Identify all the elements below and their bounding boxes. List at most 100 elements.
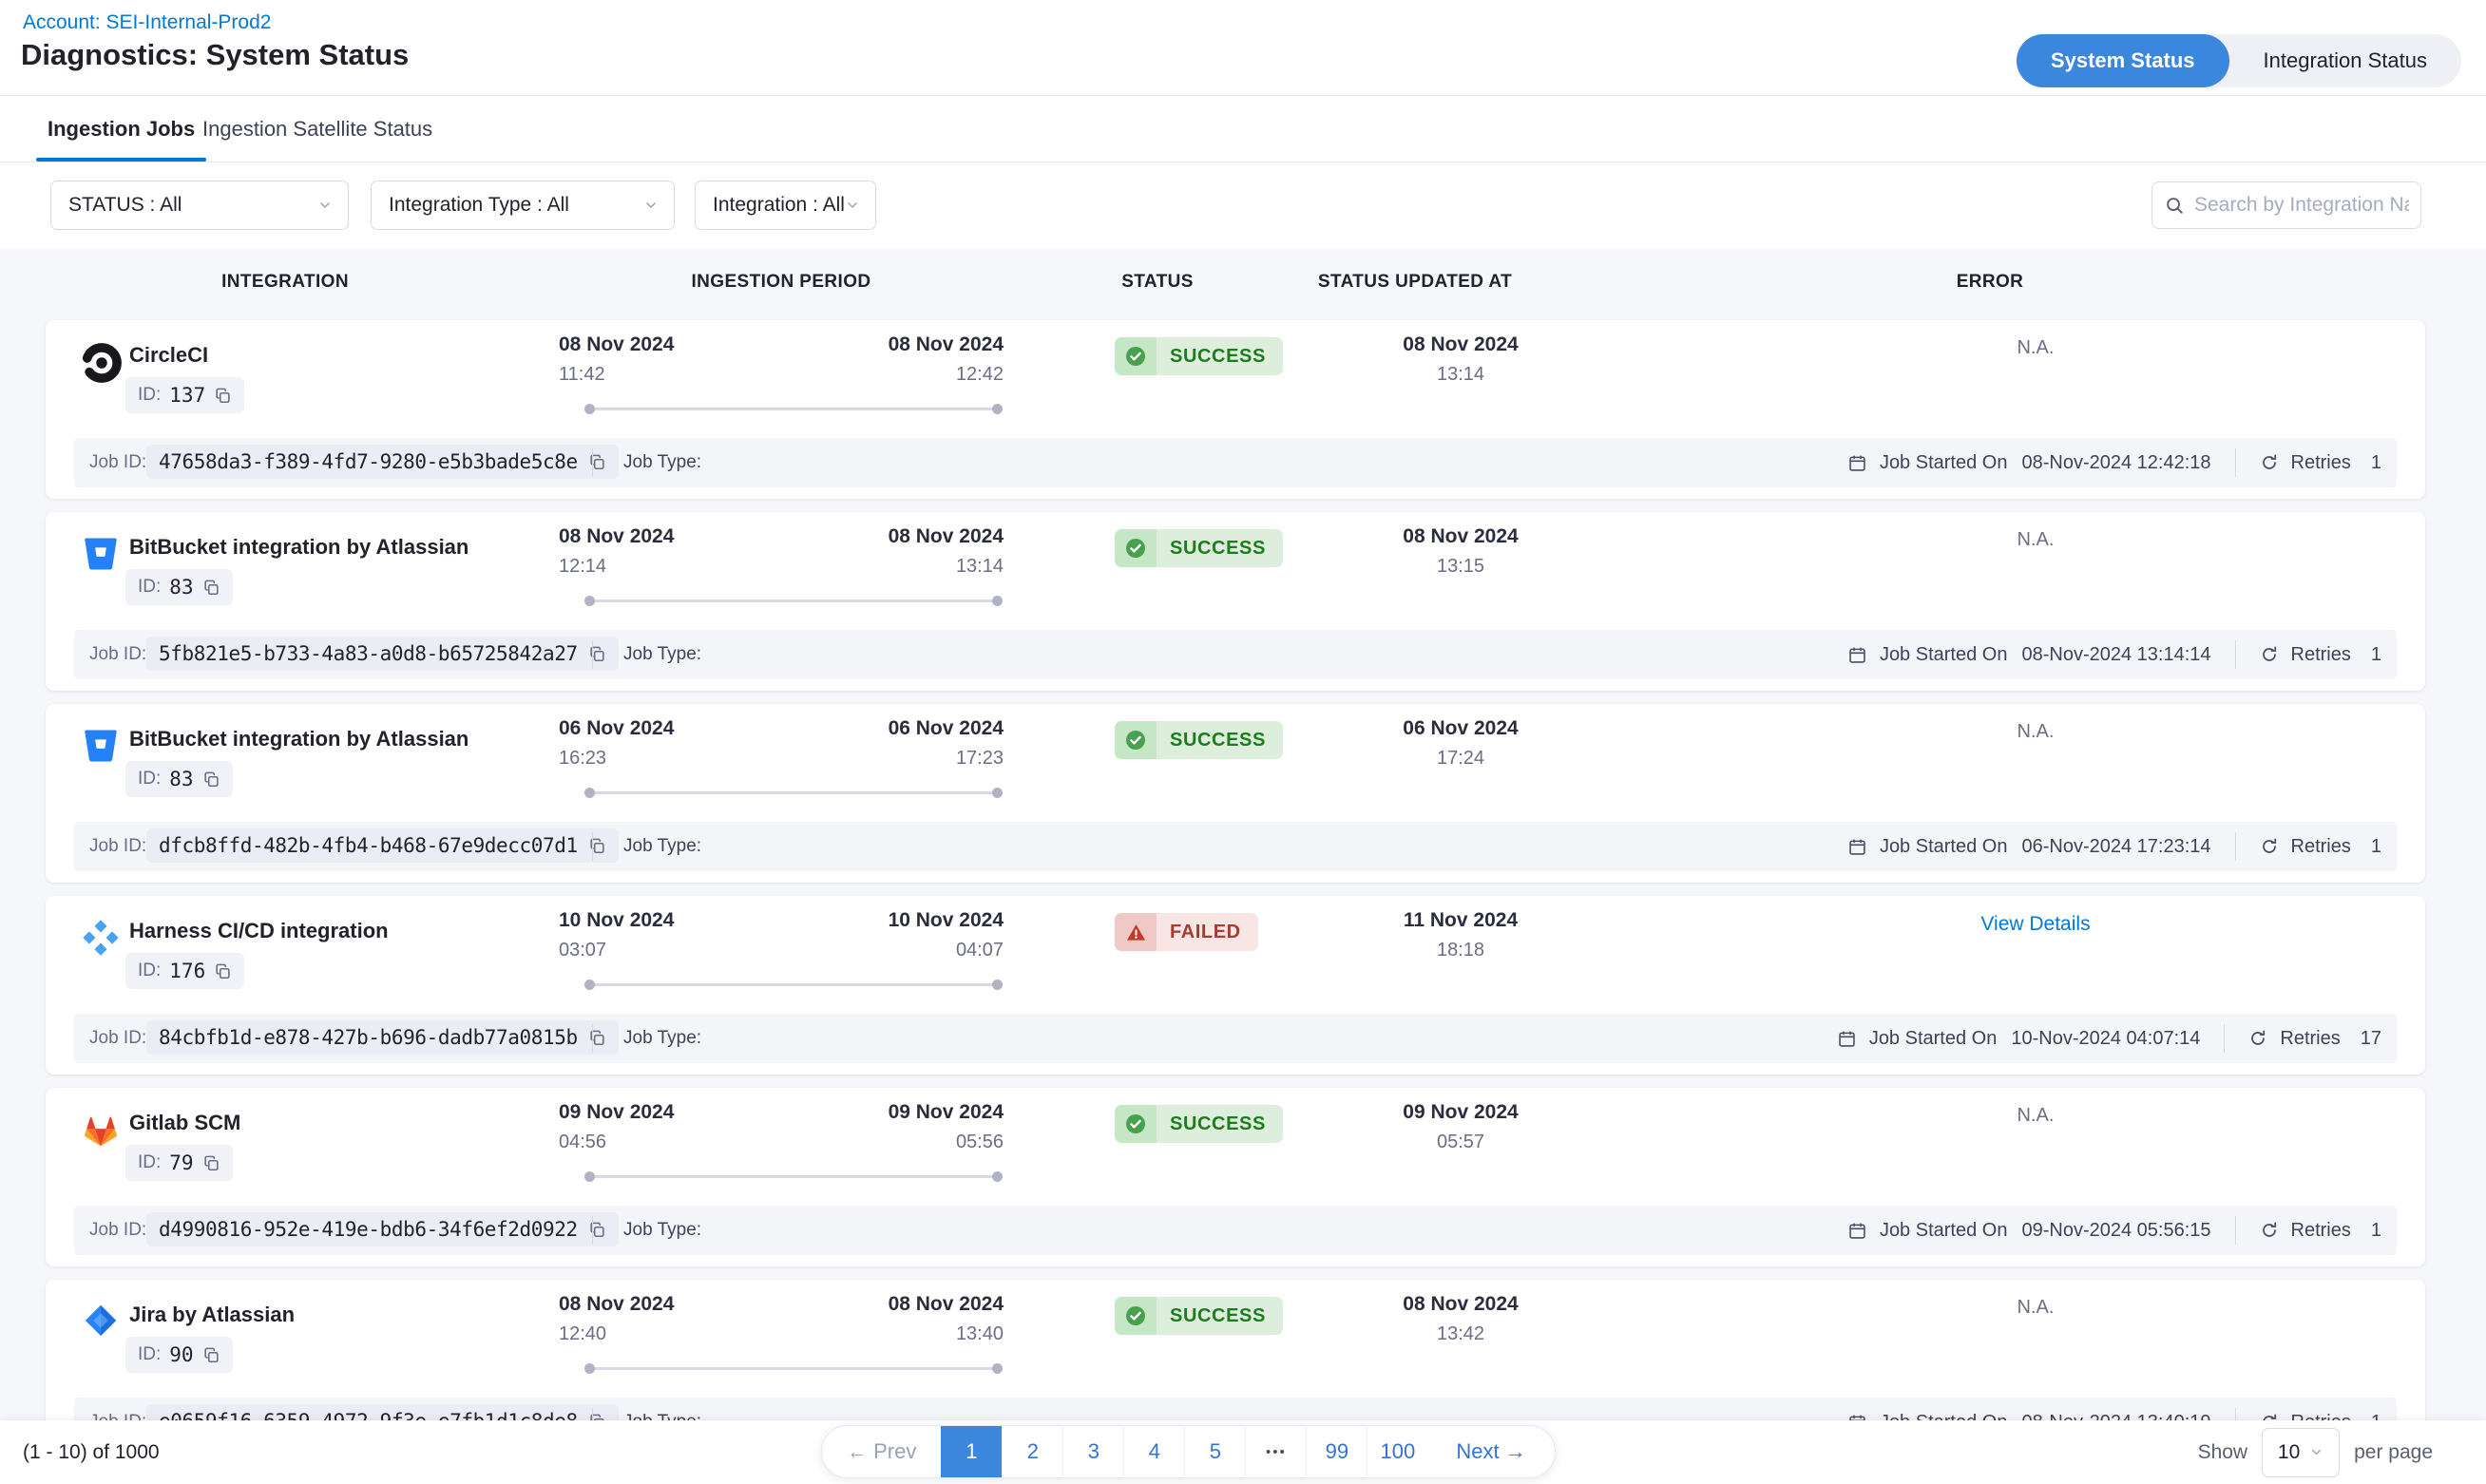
period-start-time: 04:56: [559, 1132, 607, 1152]
job-meta-strip: Job ID: 84cbfb1d-e878-427b-b696-dadb77a0…: [74, 1014, 2397, 1063]
job-id-label: Job ID:: [89, 452, 147, 472]
status-icon-wrap: [1115, 337, 1157, 375]
error-na-text: N.A.: [2017, 529, 2055, 550]
job-started-on-label: Job Started On: [1879, 835, 2008, 857]
error-cell: N.A.: [1895, 721, 2176, 743]
page-number-button[interactable]: 2: [1002, 1426, 1062, 1477]
status-label: SUCCESS: [1157, 1105, 1283, 1143]
retries-icon: [2248, 1029, 2267, 1048]
job-meta-strip: Job ID: d4990816-952e-419e-bdb6-34f6ef2d…: [74, 1206, 2397, 1255]
check-circle-icon: [1124, 1304, 1147, 1327]
integration-logo: [80, 1109, 124, 1152]
job-id-pill: 5fb821e5-b733-4a83-a0d8-b65725842a27: [146, 637, 619, 671]
updated-time: 13:14: [1436, 364, 1485, 385]
page-title: Diagnostics: System Status: [21, 38, 410, 71]
strip-divider: [592, 640, 593, 669]
retries-label: Retries: [2290, 451, 2351, 473]
strip-divider: [592, 1024, 593, 1053]
calendar-icon: [1847, 645, 1867, 665]
account-breadcrumb-link[interactable]: Account: SEI-Internal-Prod2: [23, 11, 272, 33]
integration-id-pill: ID: 137: [125, 377, 245, 413]
integration-type-filter-dropdown[interactable]: Integration Type : All: [371, 181, 675, 230]
error-cell: N.A.: [1895, 1105, 2176, 1127]
page-number-button[interactable]: 5: [1184, 1426, 1245, 1477]
integration-id-value: 79: [169, 1151, 194, 1174]
page-number-button[interactable]: 4: [1123, 1426, 1184, 1477]
updated-date: 08 Nov 2024: [1403, 1293, 1519, 1315]
copy-icon[interactable]: [588, 1029, 606, 1047]
period-end-time: 17:23: [955, 748, 1004, 769]
id-label: ID:: [138, 961, 162, 980]
page-size-select[interactable]: 10: [2262, 1427, 2341, 1477]
period-range-slider: [584, 404, 1003, 414]
toggle-integration-status[interactable]: Integration Status: [2263, 48, 2427, 72]
page-number-button[interactable]: 99: [1306, 1426, 1367, 1477]
integration-id-pill: ID: 83: [125, 761, 233, 797]
copy-icon[interactable]: [202, 771, 220, 789]
period-start: 08 Nov 2024 12:40: [559, 1293, 674, 1345]
copy-icon[interactable]: [588, 1221, 606, 1239]
page-number-button[interactable]: 100: [1367, 1426, 1427, 1477]
job-card: BitBucket integration by Atlassian ID: 8…: [46, 704, 2425, 883]
page-number-button[interactable]: •••: [1245, 1426, 1306, 1477]
retries-icon: [2260, 837, 2279, 856]
period-range-slider: [584, 596, 1003, 606]
prev-page-button[interactable]: ← Prev: [847, 1439, 917, 1463]
period-start: 09 Nov 2024 04:56: [559, 1101, 674, 1153]
page-number-button[interactable]: 3: [1062, 1426, 1123, 1477]
status-filter-label: STATUS : All: [68, 194, 182, 216]
copy-icon[interactable]: [588, 453, 606, 471]
period-range-slider: [584, 1363, 1003, 1374]
status-badge: SUCCESS: [1115, 721, 1283, 759]
page-number-button[interactable]: 1: [941, 1426, 1003, 1477]
integration-id-value: 90: [169, 1343, 194, 1366]
updated-date: 08 Nov 2024: [1403, 333, 1519, 355]
copy-icon[interactable]: [202, 1154, 220, 1172]
calendar-icon: [1847, 1221, 1867, 1241]
job-type-label: Job Type:: [623, 1028, 702, 1048]
strip-divider: [592, 1216, 593, 1245]
error-na-text: N.A.: [2017, 721, 2055, 742]
copy-icon[interactable]: [588, 645, 606, 663]
tab-ingestion-jobs[interactable]: Ingestion Jobs: [35, 96, 207, 162]
table-header-row: INTEGRATION INGESTION PERIOD STATUS STAT…: [0, 272, 2486, 300]
bitbucket-icon: [80, 533, 124, 575]
search-input[interactable]: [2194, 194, 2409, 217]
period-end-date: 10 Nov 2024: [888, 909, 1004, 931]
per-page-label: per page: [2354, 1440, 2433, 1463]
job-id-pill: 47658da3-f389-4fd7-9280-e5b3bade5c8e: [146, 445, 619, 479]
header-divider: [0, 95, 2486, 96]
tab-ingestion-satellite-status[interactable]: Ingestion Satellite Status: [202, 116, 433, 141]
period-start-time: 16:23: [559, 748, 607, 769]
copy-icon[interactable]: [588, 837, 606, 855]
status-label: SUCCESS: [1157, 1297, 1283, 1335]
job-meta-right: Job Started On 10-Nov-2024 04:07:14 Retr…: [1837, 1014, 2381, 1063]
search-icon: [2164, 195, 2185, 216]
integration-logo: [80, 725, 124, 769]
toggle-system-status[interactable]: System Status: [2016, 34, 2229, 87]
status-label: SUCCESS: [1157, 529, 1283, 567]
results-summary: (1 - 10) of 1000: [23, 1440, 160, 1463]
status-icon-wrap: [1115, 1105, 1157, 1143]
copy-icon[interactable]: [202, 579, 220, 597]
updated-time: 05:57: [1436, 1132, 1485, 1152]
status-badge: SUCCESS: [1115, 1105, 1283, 1143]
period-start-time: 03:07: [559, 940, 607, 961]
job-meta-right: Job Started On 08-Nov-2024 12:42:18 Retr…: [1847, 438, 2381, 487]
copy-icon[interactable]: [214, 962, 232, 980]
job-meta-right: Job Started On 09-Nov-2024 05:56:15 Retr…: [1847, 1206, 2381, 1255]
period-end-time: 13:40: [955, 1323, 1004, 1344]
status-filter-dropdown[interactable]: STATUS : All: [50, 181, 349, 230]
copy-icon[interactable]: [214, 387, 232, 405]
job-id-value: 5fb821e5-b733-4a83-a0d8-b65725842a27: [159, 642, 578, 665]
status-badge: SUCCESS: [1115, 529, 1283, 567]
period-start: 08 Nov 2024 12:14: [559, 525, 674, 578]
meta-divider: [2234, 640, 2236, 669]
view-details-link[interactable]: View Details: [1980, 913, 2091, 935]
harness-icon: [80, 917, 124, 959]
period-start-time: 11:42: [559, 364, 605, 385]
copy-icon[interactable]: [202, 1346, 220, 1364]
period-end: 10 Nov 2024 04:07: [889, 909, 1004, 961]
integration-filter-dropdown[interactable]: Integration : All: [695, 181, 876, 230]
next-page-button[interactable]: Next →: [1456, 1439, 1526, 1463]
